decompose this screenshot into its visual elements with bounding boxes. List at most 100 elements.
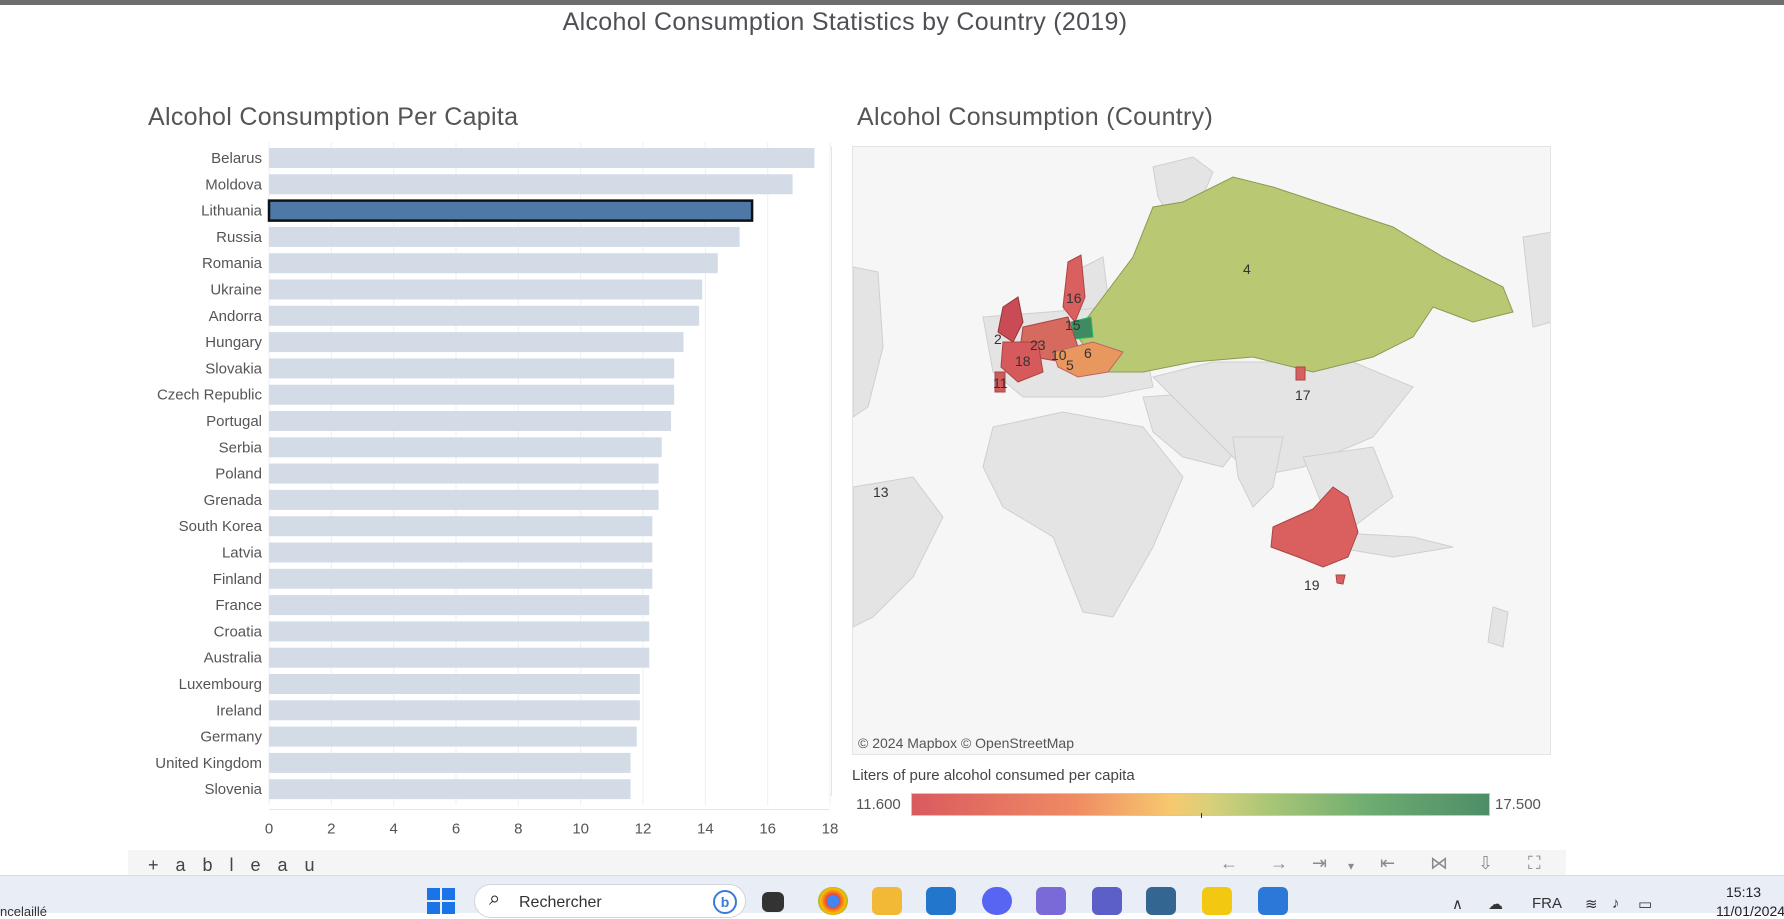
share-icon[interactable]: ⋈ bbox=[1430, 853, 1448, 873]
category-label[interactable]: Andorra bbox=[209, 308, 263, 325]
file-explorer-icon[interactable] bbox=[872, 887, 902, 915]
map-label-serbia: 5 bbox=[1066, 357, 1074, 373]
alaska-edge-shape bbox=[1522, 231, 1550, 328]
category-label[interactable]: Australia bbox=[204, 650, 263, 667]
category-label[interactable]: Ukraine bbox=[210, 282, 262, 299]
map-label-australia: 19 bbox=[1304, 577, 1320, 593]
task-view-icon[interactable] bbox=[762, 892, 784, 912]
category-label[interactable]: Latvia bbox=[222, 545, 263, 562]
language-indicator[interactable]: FRA bbox=[1532, 895, 1562, 912]
revert-dropdown-icon[interactable]: ▾ bbox=[1348, 859, 1355, 873]
map-canvas[interactable] bbox=[853, 147, 1551, 755]
teams-icon[interactable] bbox=[1092, 887, 1122, 915]
map-label-portugal: 11 bbox=[993, 375, 1008, 391]
category-label[interactable]: Grenada bbox=[204, 492, 263, 509]
reset-icon[interactable]: ⇤ bbox=[1380, 853, 1396, 873]
category-label[interactable]: Serbia bbox=[219, 439, 263, 456]
chrome-icon[interactable] bbox=[818, 887, 848, 915]
bar[interactable] bbox=[269, 437, 662, 458]
tray-chevron-icon[interactable]: ∧ bbox=[1452, 896, 1463, 913]
battery-icon[interactable]: ▭ bbox=[1638, 896, 1653, 913]
south-korea-shape bbox=[1295, 366, 1306, 381]
bar[interactable] bbox=[269, 411, 672, 431]
bar[interactable] bbox=[269, 148, 815, 168]
category-label[interactable]: Slovenia bbox=[204, 781, 262, 798]
volume-icon[interactable]: ♪ bbox=[1612, 895, 1620, 912]
clock-date[interactable]: 11/01/2024 bbox=[1716, 903, 1784, 919]
category-label[interactable]: Russia bbox=[216, 229, 263, 246]
world-map[interactable]: 4 16 15 2 23 18 10 6 5 11 17 13 19 © 202… bbox=[852, 146, 1551, 755]
map-label-romania: 6 bbox=[1084, 345, 1092, 361]
bar[interactable] bbox=[269, 489, 659, 510]
category-label[interactable]: Germany bbox=[200, 729, 262, 746]
download-icon[interactable]: ⇩ bbox=[1478, 853, 1494, 873]
x-tick-label: 0 bbox=[265, 821, 273, 838]
bar[interactable] bbox=[269, 358, 675, 379]
revert-icon[interactable]: ⇥ bbox=[1312, 853, 1328, 873]
bar-selected[interactable] bbox=[267, 199, 754, 222]
balkans-shape bbox=[1052, 341, 1124, 378]
onedrive-icon[interactable]: ☁ bbox=[1488, 896, 1503, 913]
undo-icon[interactable]: ← bbox=[1220, 853, 1238, 873]
tableau-logo[interactable]: + a b l e a u bbox=[148, 855, 321, 875]
fullscreen-icon[interactable]: ⛶ bbox=[1528, 853, 1541, 873]
category-label[interactable]: Moldova bbox=[205, 176, 262, 193]
category-label[interactable]: Poland bbox=[215, 466, 262, 483]
bar[interactable] bbox=[269, 726, 637, 747]
vscode-icon[interactable] bbox=[926, 887, 956, 915]
category-label[interactable]: Belarus bbox=[211, 150, 262, 167]
category-label[interactable]: France bbox=[215, 597, 262, 614]
category-label[interactable]: United Kingdom bbox=[155, 755, 262, 772]
bar[interactable] bbox=[269, 384, 675, 405]
bar[interactable] bbox=[269, 542, 653, 563]
bar[interactable] bbox=[269, 700, 640, 721]
category-label[interactable]: Finland bbox=[213, 571, 262, 588]
bar[interactable] bbox=[269, 463, 659, 484]
bar[interactable] bbox=[269, 568, 653, 589]
bar[interactable] bbox=[269, 647, 650, 668]
taskbar-search-placeholder[interactable]: Rechercher bbox=[519, 894, 602, 911]
powerbi-icon[interactable] bbox=[1202, 887, 1232, 915]
window-top-border bbox=[0, 0, 1784, 5]
map-label-south-korea: 17 bbox=[1295, 387, 1311, 403]
bar[interactable] bbox=[269, 305, 700, 326]
x-tick-label: 6 bbox=[452, 821, 460, 838]
bar[interactable] bbox=[269, 174, 793, 195]
x-tick-label: 8 bbox=[514, 821, 522, 838]
bar[interactable] bbox=[269, 516, 653, 537]
notepad-icon[interactable] bbox=[1258, 887, 1288, 915]
bing-icon[interactable]: b bbox=[713, 890, 737, 914]
bar[interactable] bbox=[269, 779, 631, 800]
category-label[interactable]: Hungary bbox=[205, 334, 262, 351]
clock-time[interactable]: 15:13 bbox=[1726, 884, 1762, 900]
redo-icon[interactable]: → bbox=[1270, 853, 1288, 873]
category-label[interactable]: Lithuania bbox=[201, 203, 263, 220]
category-label[interactable]: Croatia bbox=[214, 623, 263, 640]
africa-shape bbox=[982, 411, 1184, 618]
bar-chart-title: Alcohol Consumption Per Capita bbox=[148, 103, 519, 131]
category-label[interactable]: Luxembourg bbox=[179, 676, 262, 693]
category-label[interactable]: Portugal bbox=[206, 413, 262, 430]
wifi-icon[interactable]: ≋ bbox=[1585, 896, 1598, 913]
postgresql-icon[interactable] bbox=[1146, 887, 1176, 915]
bar[interactable] bbox=[269, 674, 640, 694]
bar[interactable] bbox=[269, 332, 684, 353]
category-label[interactable]: Romania bbox=[202, 255, 263, 272]
bar[interactable] bbox=[269, 279, 703, 300]
bar[interactable] bbox=[269, 621, 650, 642]
category-label[interactable]: Ireland bbox=[216, 702, 262, 719]
map-label-austria: 10 bbox=[1051, 347, 1067, 363]
category-label[interactable]: Slovakia bbox=[205, 360, 262, 377]
legend-title: Liters of pure alcohol consumed per capi… bbox=[852, 767, 1135, 784]
windows-start-icon[interactable] bbox=[427, 888, 455, 914]
map-attribution[interactable]: © 2024 Mapbox © OpenStreetMap bbox=[858, 735, 1074, 751]
bar-chart[interactable]: Belarus Moldova Lithuania Russia Romania Ukra… bbox=[120, 140, 860, 840]
bar[interactable] bbox=[269, 595, 650, 616]
category-label[interactable]: South Korea bbox=[179, 518, 263, 535]
bar[interactable] bbox=[269, 226, 740, 247]
category-label[interactable]: Czech Republic bbox=[157, 387, 263, 404]
bar[interactable] bbox=[269, 752, 631, 773]
copilot-icon[interactable] bbox=[1036, 887, 1066, 915]
bar[interactable] bbox=[269, 253, 718, 274]
discord-icon[interactable] bbox=[982, 887, 1012, 915]
